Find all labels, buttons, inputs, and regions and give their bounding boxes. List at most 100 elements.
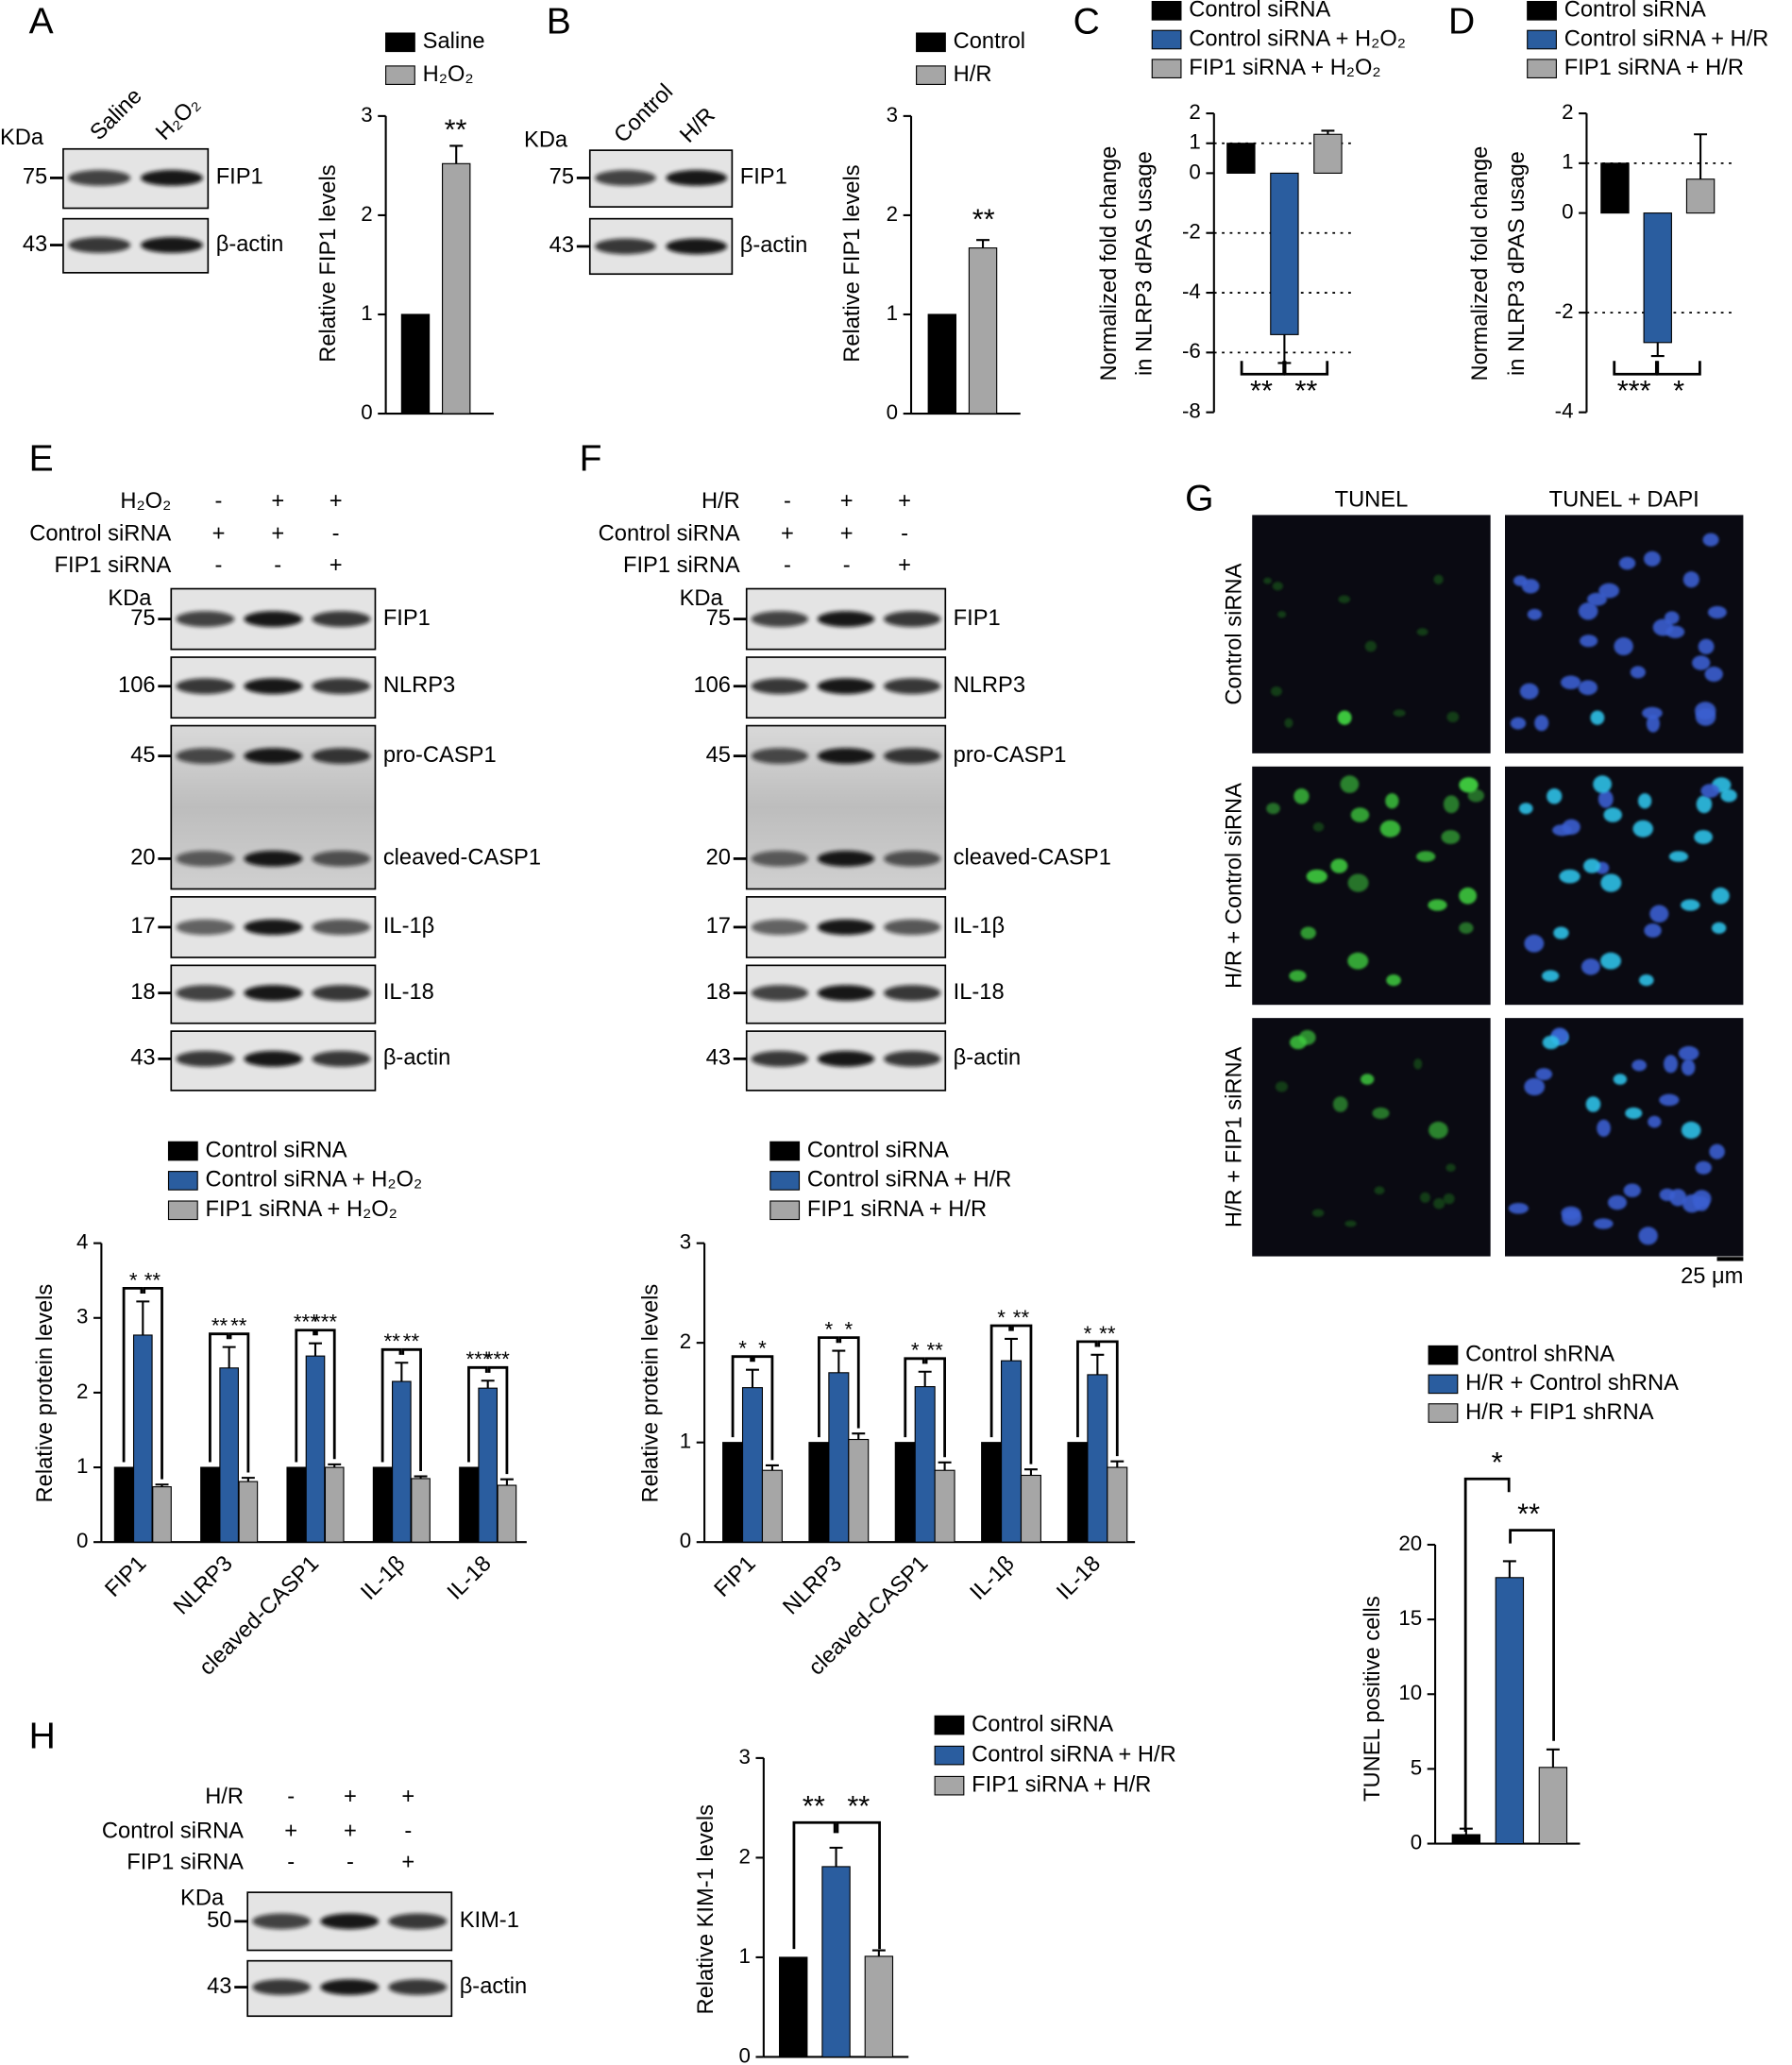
dapi-nucleus xyxy=(1711,922,1727,934)
bar xyxy=(968,247,998,415)
treatment-mark: - xyxy=(215,553,223,578)
treatment-mark: + xyxy=(330,489,343,514)
significance-label: *** xyxy=(313,1311,337,1334)
tunel-nucleus xyxy=(1433,574,1444,584)
dapi-nucleus xyxy=(1644,923,1662,938)
significance-bracket xyxy=(1463,1477,1511,1832)
band-label: β-actin xyxy=(216,232,284,257)
dapi-nucleus xyxy=(1600,952,1622,970)
error-bar xyxy=(481,1379,495,1389)
blot-band xyxy=(884,611,941,627)
dapi-nucleus xyxy=(1508,1202,1529,1214)
tunel-nucleus xyxy=(1416,851,1436,862)
kda-marker: 75 xyxy=(130,606,155,631)
treatment-label: H/R xyxy=(702,489,740,514)
significance-label: ** xyxy=(1099,1322,1116,1346)
bar xyxy=(1001,1360,1023,1543)
significance-label: ** xyxy=(972,203,995,236)
legend-swatch xyxy=(1151,59,1182,78)
row-label: Control siRNA xyxy=(1222,563,1246,704)
error-bar xyxy=(852,1432,866,1440)
bar xyxy=(808,1442,830,1543)
treatment-mark: + xyxy=(271,522,284,547)
blot-band xyxy=(751,748,808,765)
bar xyxy=(1087,1374,1108,1543)
legend-label: Control siRNA xyxy=(807,1138,949,1162)
dapi-nucleus xyxy=(1678,1045,1699,1061)
legend-label: H₂O₂ xyxy=(423,62,474,87)
kda-marker: 75 xyxy=(549,165,574,190)
y-tick-label: 2 xyxy=(361,202,372,226)
dapi-nucleus xyxy=(1607,1194,1628,1210)
significance-label: ** xyxy=(926,1339,943,1363)
y-tick-label: 3 xyxy=(76,1305,88,1329)
kda-marker: 18 xyxy=(130,980,155,1005)
significance-bracket xyxy=(792,1820,837,1950)
significance-label: *** xyxy=(1617,374,1651,407)
y-tick-label: 3 xyxy=(680,1230,691,1254)
y-axis-label: in NLRP3 dPAS usage xyxy=(1133,151,1158,376)
treatment-mark: - xyxy=(274,553,281,578)
blot-band xyxy=(884,919,941,936)
treatment-mark: - xyxy=(287,1785,295,1809)
kda-label: KDa xyxy=(0,126,44,150)
dapi-nucleus xyxy=(1646,715,1660,733)
blot-band xyxy=(244,611,303,627)
bar xyxy=(200,1466,220,1543)
significance-label: * xyxy=(825,1318,834,1342)
legend-swatch xyxy=(769,1171,801,1191)
dapi-nucleus xyxy=(1711,887,1730,905)
y-tick-label: 1 xyxy=(361,301,372,325)
kda-marker: 20 xyxy=(130,846,155,871)
error-bar xyxy=(328,1463,342,1468)
blot-band xyxy=(176,748,235,765)
error-bar xyxy=(832,1349,846,1373)
blot-band xyxy=(252,1979,312,1995)
kda-marker: 50 xyxy=(207,1908,231,1933)
blot-band xyxy=(312,748,371,765)
blot-band xyxy=(884,1051,941,1067)
band-label: NLRP3 xyxy=(954,673,1025,698)
band-label: NLRP3 xyxy=(383,673,455,698)
blot-band xyxy=(751,985,808,1002)
error-bar xyxy=(449,144,464,164)
y-tick-label: 1 xyxy=(887,301,898,325)
treatment-mark: + xyxy=(284,1819,297,1843)
tunel-nucleus xyxy=(1347,873,1369,892)
band-label: pro-CASP1 xyxy=(954,743,1067,768)
legend-label: FIP1 siRNA + H₂O₂ xyxy=(206,1197,397,1222)
y-tick-label: 0 xyxy=(361,400,372,424)
blot-band xyxy=(595,238,656,255)
treatment-mark: + xyxy=(898,553,911,578)
significance-bracket xyxy=(904,1357,925,1438)
dapi-nucleus xyxy=(1585,1096,1601,1112)
dapi-nucleus xyxy=(1510,717,1527,730)
legend-swatch xyxy=(1527,0,1557,21)
blot-band xyxy=(884,985,941,1002)
blot-band xyxy=(312,985,371,1002)
legend-label: Control siRNA xyxy=(1564,0,1706,23)
blot-band xyxy=(141,170,203,186)
treatment-mark: + xyxy=(401,1851,414,1875)
dapi-nucleus xyxy=(1681,1121,1701,1139)
tunel-nucleus xyxy=(1446,711,1460,722)
y-tick-label: 0 xyxy=(1411,1830,1422,1853)
y-tick-label: -8 xyxy=(1182,399,1201,423)
kda-marker: 43 xyxy=(549,233,574,258)
y-tick-label: 2 xyxy=(1562,100,1573,124)
significance-bracket xyxy=(1509,1529,1555,1741)
significance-bracket xyxy=(1283,361,1329,376)
treatment-mark: + xyxy=(344,1785,357,1809)
blot-band xyxy=(141,237,203,253)
treatment-label: FIP1 siRNA xyxy=(623,553,740,578)
tunel-nucleus xyxy=(1428,899,1447,911)
bar xyxy=(459,1466,479,1543)
band-label: FIP1 xyxy=(954,606,1001,631)
dapi-nucleus xyxy=(1598,789,1614,808)
treatment-mark: + xyxy=(401,1785,414,1809)
dapi-nucleus xyxy=(1513,575,1528,586)
band-label: IL-18 xyxy=(954,980,1005,1005)
tunel-nucleus xyxy=(1374,1186,1385,1195)
dapi-nucleus xyxy=(1681,1058,1696,1076)
treatment-mark: + xyxy=(344,1819,357,1843)
